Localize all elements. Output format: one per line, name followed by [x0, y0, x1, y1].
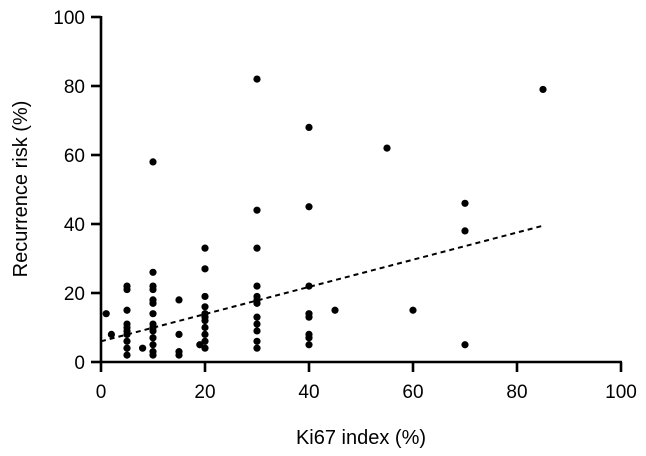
y-tick-label: 100: [53, 8, 85, 29]
data-point: [149, 348, 157, 356]
data-point: [201, 337, 209, 345]
x-tick-label: 100: [605, 382, 637, 403]
data-point: [305, 341, 313, 349]
data-point: [253, 244, 261, 252]
data-point: [201, 344, 209, 352]
data-point: [139, 344, 147, 352]
data-point: [123, 320, 131, 328]
data-point: [305, 310, 313, 318]
y-tick-label: 20: [64, 284, 85, 305]
data-point: [175, 348, 183, 356]
data-point: [107, 330, 115, 338]
data-point: [149, 158, 157, 166]
data-point: [123, 337, 131, 345]
data-point: [175, 330, 183, 338]
data-point: [201, 265, 209, 273]
data-point: [149, 310, 157, 318]
x-tick-label: 80: [506, 382, 527, 403]
data-points: [102, 75, 547, 359]
data-point: [253, 344, 261, 352]
data-point: [149, 296, 157, 304]
data-point: [201, 330, 209, 338]
data-point: [253, 337, 261, 345]
data-point: [461, 227, 469, 235]
data-point: [201, 310, 209, 318]
y-tick-label: 40: [64, 215, 85, 236]
data-point: [175, 296, 183, 304]
data-point: [383, 144, 391, 152]
y-tick-label: 80: [64, 77, 85, 98]
data-point: [123, 344, 131, 352]
data-point: [253, 282, 261, 290]
data-point: [149, 320, 157, 328]
data-point: [305, 330, 313, 338]
y-tick-label: 60: [64, 146, 85, 167]
data-point: [253, 206, 261, 214]
data-point: [461, 199, 469, 207]
x-tick-label: 60: [402, 382, 423, 403]
data-point: [253, 313, 261, 321]
data-point: [149, 268, 157, 276]
data-point: [201, 292, 209, 301]
x-tick-label: 20: [194, 382, 215, 403]
data-point: [201, 244, 209, 252]
data-point: [123, 282, 131, 290]
data-point: [253, 327, 261, 335]
data-point: [196, 341, 204, 349]
x-axis-title: Ki67 index (%): [296, 427, 426, 449]
data-point: [409, 306, 417, 314]
data-point: [149, 341, 157, 349]
data-point: [331, 306, 339, 314]
data-point: [149, 334, 157, 342]
data-point: [123, 306, 131, 314]
y-axis-ticks: 0 20 40 60 80 100: [53, 8, 101, 374]
x-tick-label: 0: [96, 382, 107, 403]
data-point: [253, 320, 261, 328]
x-tick-label: 40: [298, 382, 319, 403]
data-point: [149, 282, 157, 290]
data-point: [305, 282, 313, 290]
data-point: [123, 351, 131, 359]
y-tick-label: 0: [74, 353, 85, 374]
data-point: [201, 323, 209, 332]
data-point: [201, 303, 209, 311]
data-point: [253, 292, 261, 301]
data-point: [461, 341, 469, 349]
data-point: [305, 203, 313, 211]
data-point: [539, 85, 547, 94]
x-axis-ticks: 0 20 40 60 80 100: [96, 362, 637, 403]
data-point: [305, 123, 313, 131]
trend-line: [100, 224, 544, 343]
data-point: [253, 75, 261, 83]
y-axis-title: Recurrence risk (%): [10, 101, 32, 278]
data-point: [102, 310, 110, 318]
